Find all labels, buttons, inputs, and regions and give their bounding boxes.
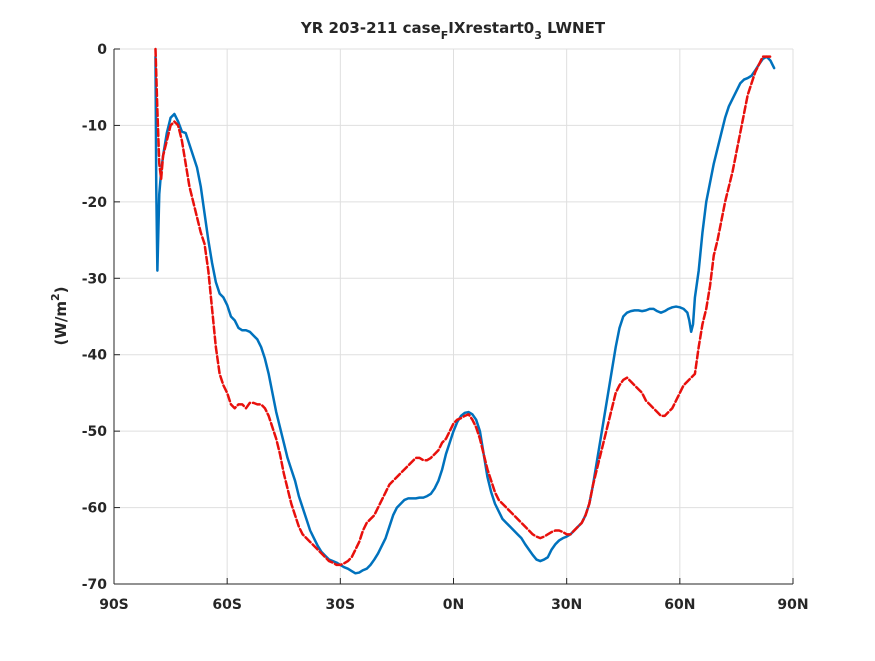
x-tick-label-3: 0N bbox=[443, 597, 464, 613]
y-tick-label-6: -60 bbox=[82, 501, 108, 517]
series-line-1 bbox=[154, 55, 776, 575]
y-tick-label-0: 0 bbox=[97, 42, 107, 58]
x-tick-label-2: 30S bbox=[326, 597, 356, 613]
x-tick-label-5: 60N bbox=[664, 597, 695, 613]
title-subscript-2: 3 bbox=[534, 29, 542, 42]
y-tick-label-2: -20 bbox=[82, 195, 108, 211]
grid-lines bbox=[113, 48, 794, 585]
data-series bbox=[154, 47, 776, 575]
y-tick-label-1: -10 bbox=[82, 118, 108, 134]
title-subscript-1: F bbox=[441, 29, 449, 42]
title-middle: IXrestart0 bbox=[448, 19, 534, 37]
y-tick-label-7: -70 bbox=[82, 577, 108, 593]
y-axis-label: (W/m2) bbox=[49, 286, 70, 345]
y-tick-label-4: -40 bbox=[82, 348, 108, 364]
title-main: YR 203-211 case bbox=[300, 19, 441, 37]
chart-title: YR 203-211 caseFIXrestart03 LWNET bbox=[300, 19, 606, 42]
axes bbox=[113, 48, 794, 585]
y-axis-label-end: ) bbox=[52, 286, 70, 293]
y-tick-labels: 0 -10 -20 -30 -40 -50 -60 -70 bbox=[82, 42, 108, 593]
x-tick-label-6: 90N bbox=[777, 597, 808, 613]
x-tick-label-4: 30N bbox=[551, 597, 582, 613]
y-tick-label-5: -50 bbox=[82, 424, 108, 440]
y-axis-label-main: (W/m bbox=[52, 301, 70, 346]
x-tick-label-1: 60S bbox=[212, 597, 242, 613]
y-tick-label-3: -30 bbox=[82, 271, 108, 287]
x-tick-label-0: 90S bbox=[99, 597, 129, 613]
title-end: LWNET bbox=[542, 19, 606, 37]
x-tick-labels: 90S 60S 30S 0N 30N 60N 90N bbox=[99, 597, 808, 613]
y-axis-label-superscript: 2 bbox=[49, 293, 62, 301]
series-line-2 bbox=[154, 47, 774, 567]
